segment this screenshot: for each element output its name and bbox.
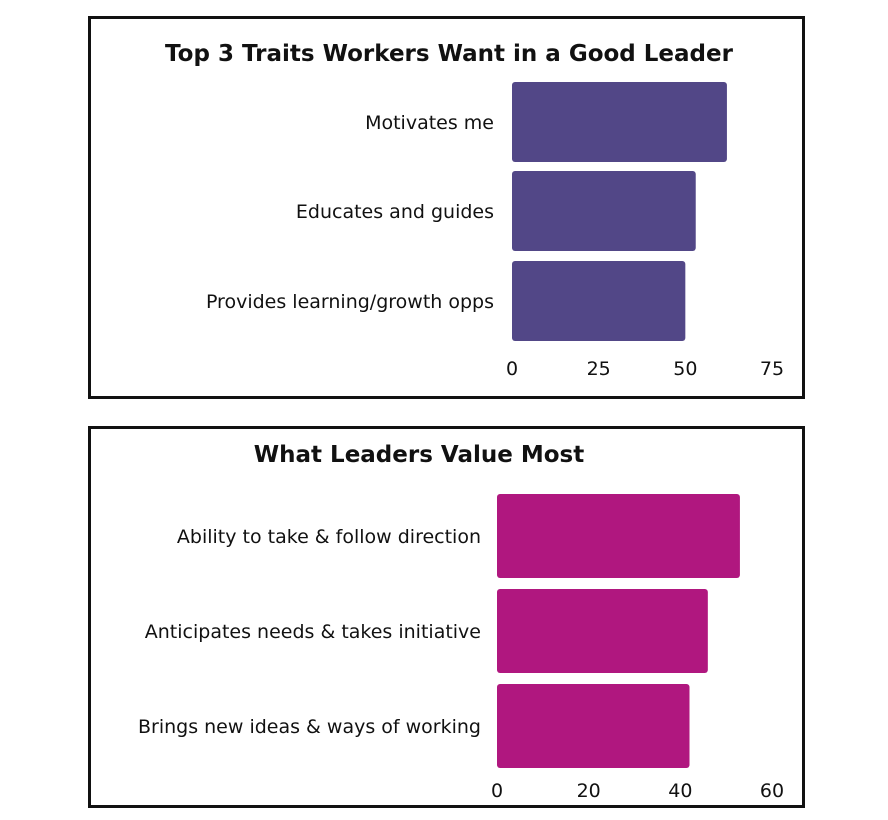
leaders-chart-title: What Leaders Value Most (254, 442, 584, 468)
leaders-bar-2 (497, 589, 708, 673)
traits-category-label-3: Provides learning/growth opps (206, 291, 494, 313)
traits-tick-label-75: 75 (760, 358, 784, 380)
traits-tick-label-50: 50 (673, 358, 697, 380)
leaders-tick-label-40: 40 (668, 780, 692, 802)
traits-tick-label-0: 0 (506, 358, 518, 380)
leaders-tick-label-60: 60 (760, 780, 784, 802)
traits-bar-3 (512, 261, 686, 341)
chart-traits: Top 3 Traits Workers Want in a Good Lead… (165, 41, 784, 380)
leaders-tick-label-0: 0 (491, 780, 503, 802)
traits-category-label-2: Educates and guides (296, 201, 494, 223)
traits-bar-1 (512, 82, 727, 162)
chart-panel-leaders-value: What Leaders Value Most Ability to take &… (88, 426, 805, 808)
leaders-bar-3 (497, 684, 690, 768)
traits-category-label-1: Motivates me (365, 112, 494, 134)
leaders-tick-label-20: 20 (577, 780, 601, 802)
chart-panel-traits: Top 3 Traits Workers Want in a Good Lead… (88, 16, 805, 399)
traits-tick-label-25: 25 (587, 358, 611, 380)
traits-chart-title: Top 3 Traits Workers Want in a Good Lead… (165, 41, 734, 67)
chart-leaders-value: What Leaders Value Most Ability to take &… (138, 442, 784, 802)
leaders-bar-1 (497, 494, 740, 578)
traits-bar-2 (512, 171, 696, 251)
leaders-category-label-3: Brings new ideas & ways of working (138, 716, 481, 738)
leaders-category-label-1: Ability to take & follow direction (177, 526, 481, 548)
leaders-category-label-2: Anticipates needs & takes initiative (145, 621, 481, 643)
